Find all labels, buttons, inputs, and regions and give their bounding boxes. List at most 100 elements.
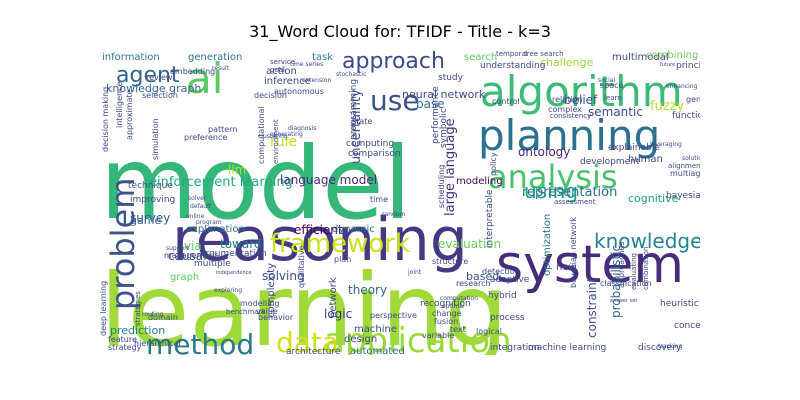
word-program: program [196, 219, 222, 226]
word-explainable: explainable [608, 143, 660, 153]
word-answer-set: answer set [610, 298, 637, 304]
word-application: application [324, 321, 512, 355]
word-control: control [492, 97, 520, 106]
word-comparison: comparison [348, 149, 401, 159]
word-improving: improving [130, 195, 175, 205]
word-environment: environment [272, 119, 280, 164]
word-use: use [370, 84, 420, 117]
word-result: result [212, 65, 230, 72]
word-complex: complex [548, 105, 582, 114]
word-embedding: embedding [170, 67, 215, 76]
word-architecture: architecture [286, 347, 341, 355]
word-clustering: clustering [258, 133, 288, 140]
word-time-series: time series [290, 61, 323, 68]
word-review: review [146, 73, 173, 82]
word-random: random [382, 211, 405, 218]
word-analysis: analysis [488, 158, 618, 196]
word-state: state [352, 117, 372, 126]
word-approaches: approaches [617, 241, 626, 288]
word-selection: selection [142, 91, 178, 100]
word-process: process [490, 313, 525, 323]
word-performance: performance [431, 86, 441, 144]
word-reinforcement-learning: reinforcement learning [144, 175, 293, 190]
word-multiagent: multiagent [670, 169, 700, 178]
word-online: online [186, 213, 205, 220]
word-generating: generating [270, 131, 303, 138]
word-toward: toward [220, 237, 262, 251]
word-technique: technique [128, 181, 173, 191]
word-data: data [276, 326, 339, 355]
word-consistency: consistency [550, 112, 591, 120]
word-diagnosis: diagnosis [288, 125, 316, 132]
word-logical: logical [476, 327, 502, 336]
word-assessment: assessment [554, 198, 596, 206]
word-policy: policy [489, 152, 498, 176]
word-understanding: understanding [480, 61, 545, 71]
word-solving: solving [262, 269, 305, 283]
word-intelligence: intelligence [115, 82, 124, 128]
word-system: system [496, 235, 684, 295]
word-generation: generation [188, 52, 242, 63]
word-behavior: behavior [258, 313, 294, 322]
word-discovery: discovery [638, 343, 682, 353]
word-survey: survey [130, 211, 170, 225]
chart-title: 31_Word Cloud for: TFIDF - Title - k=3 [249, 22, 551, 41]
word-belief: belief [564, 93, 598, 107]
word-machine-learning: machine learning [528, 343, 606, 353]
word-design: design [344, 334, 377, 345]
word-large-language: large language [443, 118, 458, 216]
word-preference: preference [184, 133, 227, 142]
word-management: management [164, 251, 218, 260]
word-principle: principle [676, 61, 700, 71]
word-human: human [628, 154, 663, 165]
word-approximate: approximate [125, 89, 134, 140]
word-dynamic: dynamic [332, 224, 375, 235]
word-support: support [166, 245, 190, 252]
word-structure: structure [432, 257, 468, 266]
word-reasoning: reasoning [172, 205, 468, 275]
word-cognitive: cognitive [628, 192, 679, 205]
word-efficient: efficient [294, 223, 343, 237]
word-probabilistic: probabilistic [609, 245, 623, 318]
word-modelling: modelling [240, 299, 280, 308]
word-classification: classification [600, 279, 652, 288]
word-recognition: recognition [420, 299, 471, 309]
word-semantic: semantic [588, 105, 643, 119]
word-language-model: language model [280, 173, 377, 187]
word-autonomous: autonomous [274, 87, 324, 96]
word-rule: rule [270, 134, 297, 150]
word-space: space [600, 81, 624, 90]
word-time: time [370, 195, 388, 204]
word-network: network [328, 277, 339, 318]
word-simulation: simulation [151, 118, 160, 160]
word-optimization: optimization [542, 214, 553, 276]
word-tracking: tracking [658, 343, 683, 350]
word-computation: computation [440, 295, 478, 302]
word-planning: planning [478, 111, 660, 160]
word-evaluating: evaluating [630, 253, 638, 290]
word-exploring: exploring [214, 287, 242, 294]
word-information: information [102, 52, 160, 63]
word-extension: extension [302, 77, 331, 84]
word-goal: goal [270, 66, 285, 74]
word-new: new [556, 262, 577, 273]
word-scheduling: scheduling [437, 165, 446, 208]
word-multiple: multiple [194, 259, 231, 269]
word-relation: relation [552, 95, 582, 104]
word-evaluation: evaluation [438, 237, 501, 251]
word-future: future [660, 62, 675, 68]
word-problem: problem [104, 178, 142, 310]
word-qualitative: qualitative [297, 245, 306, 288]
word-default: default [190, 203, 212, 210]
word-service: service [270, 58, 295, 66]
word-domain: domain [148, 313, 178, 322]
word-decision-making: decision making [101, 87, 110, 152]
word-game: game [130, 214, 161, 227]
word-pattern: pattern [208, 125, 237, 134]
word-causal: causal [168, 249, 207, 263]
word-learn: learn [604, 94, 622, 102]
word-benchmark: benchmark [226, 308, 266, 316]
word-knowledge: knowledge [594, 229, 700, 253]
word-neural-network: neural network [402, 88, 486, 101]
